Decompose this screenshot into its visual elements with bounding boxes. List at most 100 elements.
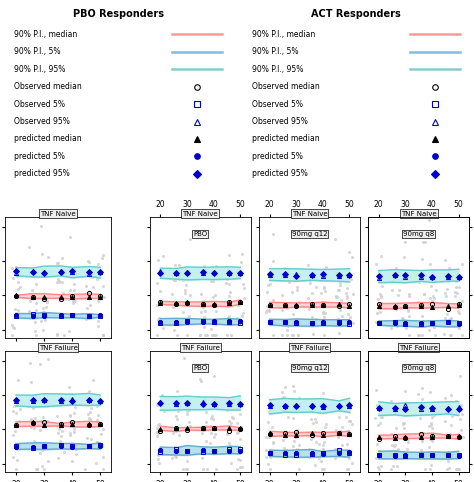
Point [87, 404, 94, 412]
Point [198, 290, 205, 298]
Point [239, 309, 247, 317]
Point [349, 290, 357, 297]
Point [304, 295, 312, 302]
Point [453, 465, 460, 473]
Point [451, 292, 458, 299]
Point [100, 293, 108, 300]
Point [390, 404, 398, 412]
Point [456, 465, 463, 473]
Point [71, 286, 78, 294]
Point [40, 309, 47, 317]
Point [11, 441, 19, 449]
Point [8, 321, 16, 329]
Point [377, 413, 384, 421]
Point [334, 452, 342, 460]
Point [441, 416, 449, 424]
Point [182, 286, 189, 294]
Text: TNF Failure: TNF Failure [290, 345, 329, 350]
Point [94, 322, 101, 330]
Point [310, 270, 317, 278]
Point [84, 411, 92, 418]
Point [235, 273, 243, 281]
Point [376, 291, 384, 298]
Point [270, 440, 277, 447]
Point [263, 303, 271, 310]
Point [294, 331, 301, 339]
Point [213, 302, 221, 310]
Point [378, 414, 385, 421]
Point [99, 251, 107, 259]
Point [234, 272, 241, 280]
Point [89, 283, 97, 291]
Point [15, 441, 23, 448]
Point [179, 465, 187, 473]
Point [291, 437, 298, 445]
Point [391, 442, 398, 450]
Point [344, 310, 352, 318]
Point [16, 405, 24, 413]
Point [293, 286, 301, 294]
Point [185, 445, 193, 453]
Point [11, 306, 19, 313]
Point [293, 426, 301, 434]
Point [225, 445, 232, 453]
Point [405, 431, 412, 439]
Point [399, 405, 406, 413]
Point [289, 414, 297, 422]
Point [12, 440, 20, 447]
Point [374, 422, 382, 429]
Point [419, 395, 426, 402]
Point [316, 450, 324, 457]
Point [211, 430, 219, 438]
Point [227, 331, 235, 339]
Point [392, 447, 400, 455]
Text: ACT Responders: ACT Responders [311, 9, 401, 18]
Point [155, 459, 163, 467]
Point [415, 331, 422, 339]
Point [55, 429, 62, 437]
Text: TNF Naive: TNF Naive [292, 211, 327, 216]
Point [83, 295, 91, 302]
Point [416, 414, 423, 422]
Point [447, 315, 454, 323]
Point [27, 415, 35, 423]
Point [402, 324, 410, 332]
Point [203, 331, 210, 339]
Point [154, 450, 162, 457]
Point [452, 465, 460, 473]
Point [293, 445, 301, 453]
Point [158, 265, 166, 273]
Point [444, 450, 452, 457]
Point [427, 294, 434, 302]
Point [66, 431, 74, 439]
Point [387, 465, 395, 473]
Point [319, 309, 327, 317]
Point [393, 322, 401, 330]
Point [233, 268, 241, 276]
Point [446, 264, 453, 272]
Point [210, 372, 218, 380]
Point [183, 317, 191, 324]
Point [319, 298, 327, 306]
Point [278, 331, 286, 339]
Point [182, 465, 190, 473]
Point [332, 430, 340, 438]
Point [97, 440, 104, 448]
Point [233, 404, 240, 412]
Point [58, 278, 65, 286]
Point [38, 271, 46, 279]
Point [82, 419, 90, 427]
Point [278, 394, 286, 402]
Point [453, 289, 461, 296]
Point [200, 304, 207, 311]
Point [94, 294, 101, 302]
Point [343, 440, 351, 448]
Point [99, 254, 106, 262]
Point [53, 422, 61, 430]
Point [42, 402, 49, 410]
Point [312, 283, 320, 291]
Point [312, 418, 319, 426]
Point [238, 250, 246, 258]
Point [92, 272, 100, 280]
Point [83, 305, 91, 312]
